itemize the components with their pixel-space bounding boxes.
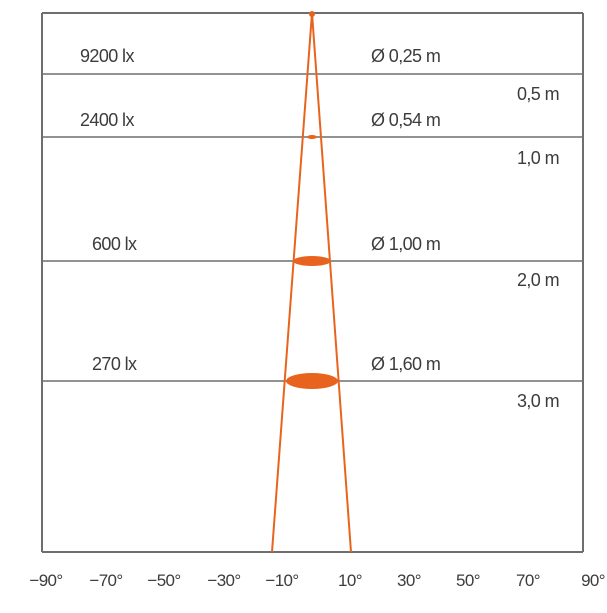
illuminance-label: 270 lx [92,354,137,374]
angle-tick-label: 10° [338,571,362,590]
light-spot-3 [286,373,338,389]
light-spot-2 [293,256,331,266]
light-spot-1 [307,135,317,139]
angle-tick-label: −10° [265,571,298,590]
distance-label: 2,0 m [517,270,559,290]
illuminance-label: 2400 lx [80,110,134,130]
angle-tick-label: −50° [147,571,180,590]
diameter-label: Ø 0,25 m [371,46,440,66]
diameter-label: Ø 0,54 m [371,110,440,130]
beam-apex [309,11,315,17]
angle-tick-label: −70° [89,571,122,590]
angle-tick-label: 70° [516,571,540,590]
illuminance-label: 9200 lx [80,46,134,66]
distance-label: 0,5 m [517,84,559,104]
beam-right-edge [311,12,352,553]
distance-label: 3,0 m [517,391,559,411]
diameter-label: Ø 1,60 m [371,354,440,374]
angle-tick-label: −30° [207,571,240,590]
diameter-label: Ø 1,00 m [371,234,440,254]
angle-tick-label: 90° [581,571,605,590]
angle-tick-label: 50° [456,571,480,590]
illuminance-label: 600 lx [92,234,137,254]
beam-left-edge [271,12,313,553]
angle-tick-label: 30° [397,571,421,590]
angle-tick-label: −90° [29,571,62,590]
distance-label: 1,0 m [517,148,559,168]
